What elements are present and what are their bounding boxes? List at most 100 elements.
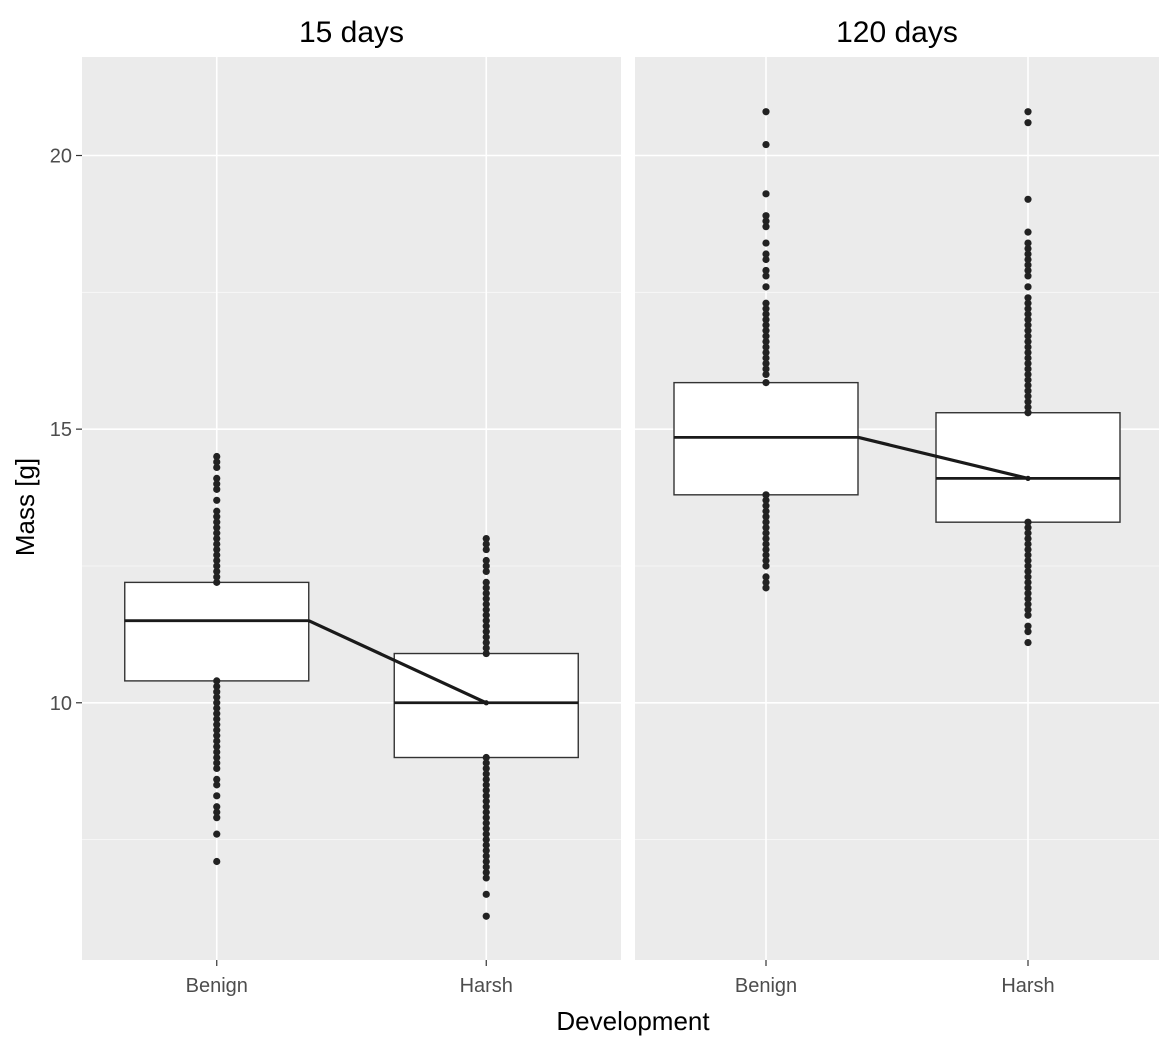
data-point [213,775,221,784]
data-point [213,485,221,493]
data-point [1024,305,1032,313]
data-point [213,737,221,745]
data-point [1024,370,1032,379]
data-point [482,808,490,816]
data-point [762,272,770,280]
data-point [1024,244,1032,253]
panel-title: 15 days [299,16,404,49]
data-point [1024,299,1032,307]
data-point [1024,535,1032,543]
data-point [762,217,770,225]
data-point [762,255,770,264]
data-point [482,814,490,822]
data-point [762,348,770,357]
data-point [482,841,490,849]
data-point [1024,551,1032,559]
data-point [482,540,490,548]
data-point [1024,316,1032,324]
data-point [762,518,770,526]
y-tick-label: 20 [50,146,72,168]
data-point [1024,119,1032,127]
data-point [762,299,770,307]
data-point [482,753,490,762]
panel-2: 120 days Benign Harsh [635,16,1159,997]
data-point [213,496,221,504]
data-point [213,726,221,734]
data-point [482,578,490,586]
box-group-benign [124,452,310,866]
data-point [482,792,490,800]
data-point [213,507,221,515]
data-point [213,474,221,482]
data-point [482,649,490,658]
data-point [213,704,221,712]
data-point [1024,108,1032,116]
median-trend-point [483,700,489,706]
data-point [213,578,221,586]
data-point [482,617,490,625]
data-point [762,223,770,231]
data-point [213,759,221,767]
data-point [213,803,221,811]
data-point [1024,387,1032,395]
data-point [1024,272,1032,280]
data-point [482,638,490,647]
data-point [213,573,221,581]
x-tick-label: Benign [735,975,797,997]
data-point [482,775,490,784]
data-point [482,567,490,576]
y-axis-title: Mass [g] [10,458,40,556]
data-point [482,874,490,882]
data-point [482,556,490,565]
box [935,412,1121,523]
data-point [482,770,490,778]
data-point [213,529,221,537]
data-point [1024,578,1032,586]
box [124,581,310,682]
data-point [1024,266,1032,275]
data-point [213,781,221,789]
data-point [1024,600,1032,608]
data-point [482,611,490,619]
data-point [482,803,490,811]
data-point [762,239,770,247]
box-group-benign [673,108,859,592]
data-point [482,857,490,866]
data-point [1024,359,1032,368]
data-point [762,332,770,340]
data-point [762,535,770,543]
y-axis: 10 15 20 [50,146,82,715]
data-point [762,540,770,548]
data-point [1024,255,1032,264]
data-point [482,852,490,860]
data-point [213,556,221,565]
median-trend-line [308,619,487,705]
data-point [1024,628,1032,636]
data-point [1024,310,1032,318]
data-point [213,545,221,554]
data-point [1024,354,1032,362]
data-point [213,764,221,773]
data-point [1024,556,1032,565]
data-point [1024,638,1032,647]
data-point [213,524,221,532]
data-point [482,797,490,805]
data-point [762,316,770,324]
data-point [762,283,770,291]
data-point [482,589,490,597]
data-point [482,912,490,920]
data-point [762,250,770,258]
data-point [762,524,770,532]
data-point [482,759,490,767]
y-tick-label: 15 [50,419,72,441]
data-point [1024,250,1032,258]
data-point [213,458,221,466]
data-point [1024,321,1032,329]
data-point [1024,327,1032,335]
data-point [482,781,490,789]
data-point [762,507,770,515]
data-point [762,496,770,504]
data-point [762,365,770,373]
panels-layer: 15 days Benign Harsh 120 days Benign Harsh [82,16,1159,997]
data-point [1024,332,1032,340]
